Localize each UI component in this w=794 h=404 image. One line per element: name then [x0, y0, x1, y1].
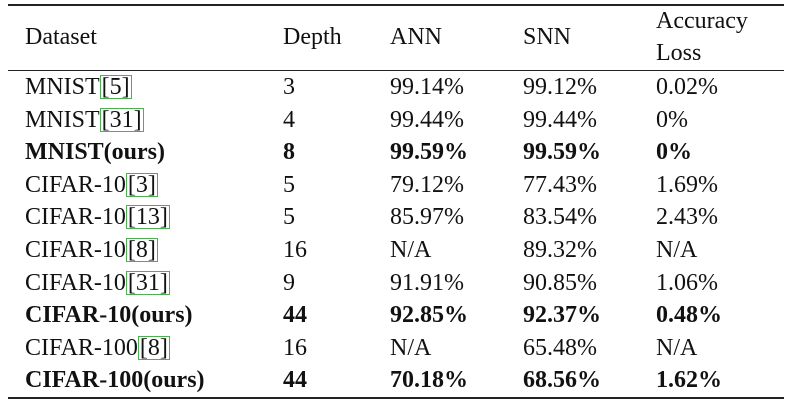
value-cell: N/A [656, 334, 698, 361]
value-cell: 0.02% [656, 74, 718, 100]
value-cell: 99.14% [390, 74, 464, 100]
value-cell: 92.85% [390, 302, 468, 329]
value-cell: 68.56% [523, 367, 601, 394]
dataset-cell: MNIST(ours) [25, 136, 165, 168]
value-cell: 79.12% [390, 171, 464, 198]
value-cell: 3 [283, 74, 295, 100]
value-cell: 0% [656, 139, 692, 166]
citation: [31] [125, 269, 170, 296]
value-cell: 16 [283, 237, 307, 263]
value-cell: 99.12% [523, 74, 597, 100]
value-cell: 77.43% [523, 171, 597, 198]
dataset-name: MNIST [25, 106, 100, 133]
value-cell: 91.91% [390, 269, 464, 296]
value-cell: N/A [390, 334, 432, 361]
header-cell: Accuracy Loss [656, 8, 748, 66]
value-cell: 89.32% [523, 237, 597, 263]
dataset-name: MNIST [25, 74, 100, 100]
top-rule [8, 4, 784, 6]
citation: [13] [125, 204, 170, 231]
dataset-name: CIFAR-10 [25, 171, 126, 198]
value-cell: 8 [283, 139, 295, 166]
dataset-cell: CIFAR-100(ours) [25, 364, 205, 396]
dataset-cell: CIFAR-10[31] [25, 267, 170, 299]
value-cell: N/A [656, 237, 698, 263]
value-cell: 16 [283, 334, 307, 361]
citation: [5] [99, 74, 132, 100]
dataset-cell: CIFAR-10[8] [25, 234, 158, 266]
value-cell: 92.37% [523, 302, 601, 329]
dataset-cell: CIFAR-10[3] [25, 169, 158, 201]
citation: [3] [125, 171, 158, 198]
dataset-cell: CIFAR-100[8] [25, 332, 170, 364]
value-cell: 44 [283, 367, 307, 394]
value-cell: 99.59% [523, 139, 601, 166]
value-cell: 85.97% [390, 204, 464, 231]
header-cell: ANN [390, 24, 442, 50]
value-cell: 1.06% [656, 269, 718, 296]
value-cell: 99.44% [390, 106, 464, 133]
dataset-cell: CIFAR-10(ours) [25, 299, 193, 331]
value-cell: 70.18% [390, 367, 468, 394]
value-cell: 5 [283, 204, 295, 231]
dataset-cell: MNIST[5] [25, 71, 132, 103]
header-cell: Depth [283, 24, 342, 50]
value-cell: 4 [283, 106, 295, 133]
dataset-cell: CIFAR-10[13] [25, 201, 170, 233]
dataset-name: CIFAR-10(ours) [25, 302, 193, 329]
value-cell: 0.48% [656, 302, 722, 329]
value-cell: 9 [283, 269, 295, 296]
header-rule [8, 70, 784, 71]
value-cell: 83.54% [523, 204, 597, 231]
value-cell: N/A [390, 237, 432, 263]
value-cell: 99.59% [390, 139, 468, 166]
header-cell: Dataset [25, 24, 97, 50]
value-cell: 44 [283, 302, 307, 329]
value-cell: 1.62% [656, 367, 722, 394]
dataset-name: CIFAR-10 [25, 204, 126, 231]
value-cell: 1.69% [656, 171, 718, 198]
dataset-cell: MNIST[31] [25, 104, 144, 136]
value-cell: 2.43% [656, 204, 718, 231]
value-cell: 65.48% [523, 334, 597, 361]
citation: [8] [137, 334, 170, 361]
dataset-name: CIFAR-100(ours) [25, 367, 205, 394]
bottom-rule [8, 397, 784, 399]
value-cell: 0% [656, 106, 688, 133]
value-cell: 5 [283, 171, 295, 198]
citation: [31] [99, 106, 144, 133]
dataset-name: CIFAR-10 [25, 269, 126, 296]
citation: [8] [125, 237, 158, 263]
header-cell: SNN [523, 24, 572, 50]
value-cell: 90.85% [523, 269, 597, 296]
dataset-name: CIFAR-100 [25, 334, 138, 361]
dataset-name: MNIST(ours) [25, 139, 166, 166]
dataset-name: CIFAR-10 [25, 237, 126, 263]
value-cell: 99.44% [523, 106, 597, 133]
